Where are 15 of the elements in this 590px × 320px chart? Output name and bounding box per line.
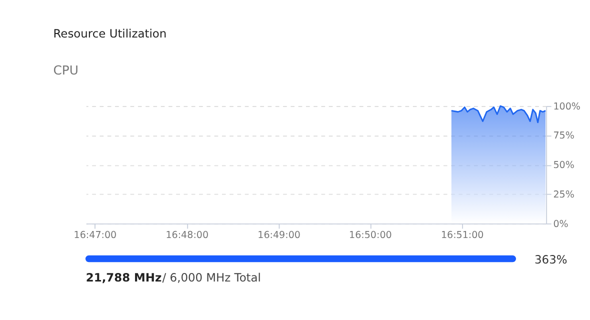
- y-tick-label: 0%: [553, 218, 568, 230]
- text: / 6,000 MHz Total: [162, 270, 261, 285]
- y-tick-label: 75%: [553, 130, 574, 142]
- x-tick-label: 16:48:00: [166, 230, 209, 242]
- x-tick-label: 16:47:00: [74, 230, 117, 242]
- chart-title: Resource Utilization: [53, 26, 167, 40]
- y-tick-label: 100%: [553, 101, 580, 112]
- x-tick-label: 16:49:00: [258, 230, 300, 242]
- y-tick-label: 25%: [553, 189, 574, 200]
- x-tick-label: 16:51:00: [440, 230, 484, 242]
- y-tick-label: 50%: [553, 160, 574, 172]
- chart-subtitle: CPU: [53, 62, 78, 78]
- x-tick-label: 16:50:00: [349, 230, 392, 242]
- text: 21,788 MHz: [86, 270, 162, 285]
- text: 363%: [534, 252, 568, 267]
